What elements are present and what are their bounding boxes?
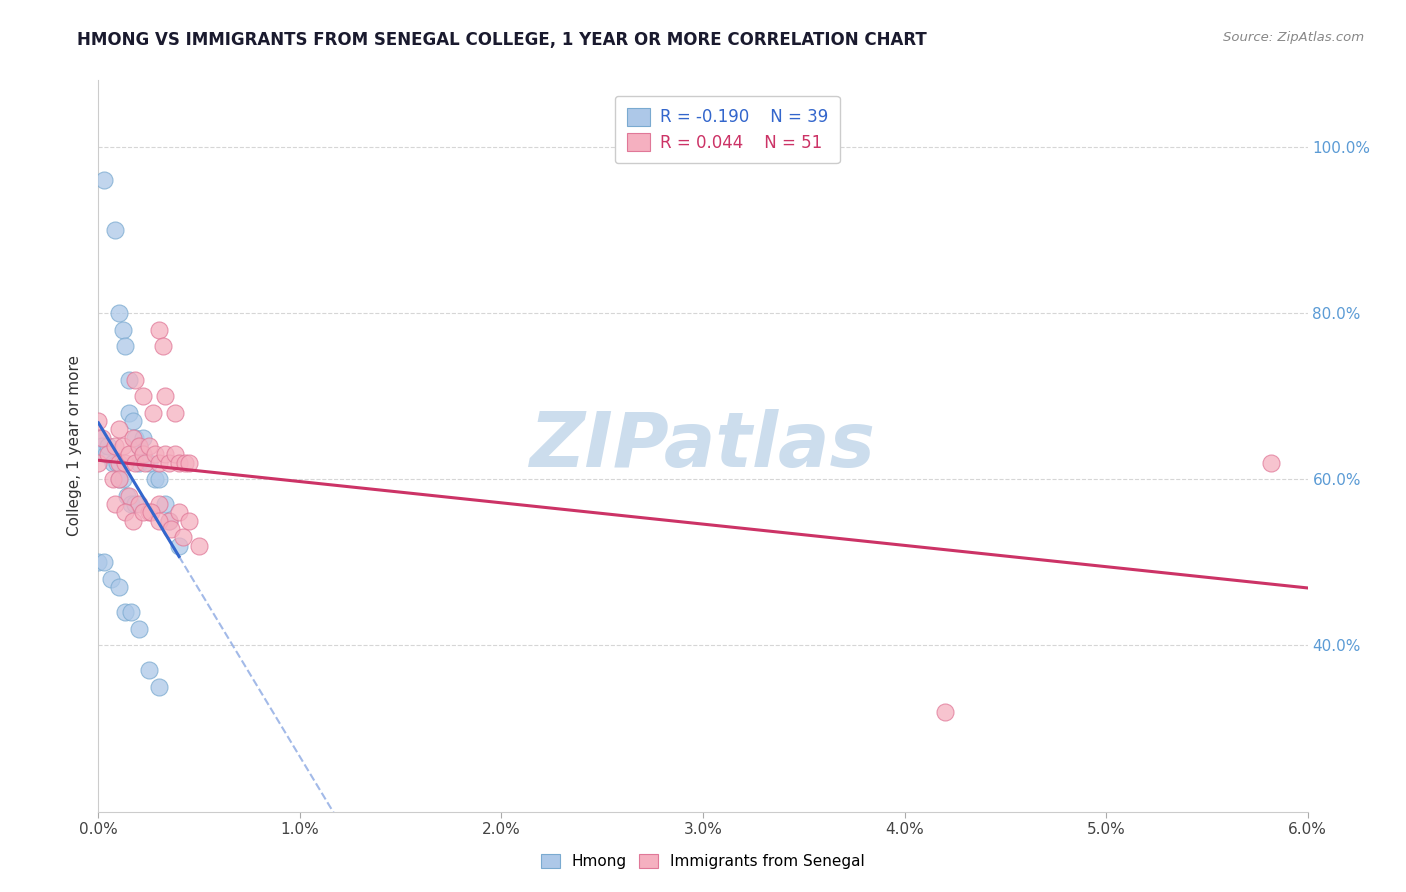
Point (115, 489, 138, 503)
Point (167, 456, 190, 470)
Point (138, 456, 160, 470)
Point (118, 489, 141, 503)
Point (153, 389, 176, 403)
Point (120, 497, 142, 511)
Point (153, 447, 176, 461)
Point (111, 472, 134, 486)
Point (87, 431, 110, 445)
Text: HMONG VS IMMIGRANTS FROM SENEGAL COLLEGE, 1 YEAR OR MORE CORRELATION CHART: HMONG VS IMMIGRANTS FROM SENEGAL COLLEGE… (77, 31, 927, 49)
Point (87, 414, 110, 428)
Point (118, 372, 141, 386)
Point (153, 497, 176, 511)
Point (124, 372, 146, 386)
Point (128, 622, 150, 636)
Point (148, 680, 170, 694)
Point (132, 389, 155, 403)
Text: ZIPatlas: ZIPatlas (530, 409, 876, 483)
Point (114, 506, 136, 520)
Point (97, 439, 120, 453)
Point (132, 431, 155, 445)
Point (105, 456, 128, 470)
Point (148, 497, 170, 511)
Y-axis label: College, 1 year or more: College, 1 year or more (67, 356, 83, 536)
Point (118, 406, 141, 420)
Point (148, 323, 170, 337)
Point (143, 447, 166, 461)
Point (132, 506, 155, 520)
Point (148, 456, 170, 470)
Point (121, 514, 143, 528)
Point (91, 431, 114, 445)
Point (143, 472, 166, 486)
Point (179, 514, 201, 528)
Point (1260, 456, 1282, 470)
Point (93, 555, 115, 569)
Point (111, 439, 134, 453)
Point (132, 447, 155, 461)
Point (91, 439, 114, 453)
Point (107, 306, 129, 320)
Point (174, 456, 197, 470)
Point (103, 439, 125, 453)
Point (157, 514, 180, 528)
Point (128, 439, 150, 453)
Point (107, 472, 129, 486)
Text: Source: ZipAtlas.com: Source: ZipAtlas.com (1223, 31, 1364, 45)
Point (157, 456, 180, 470)
Point (188, 539, 211, 553)
Point (132, 447, 155, 461)
Point (120, 605, 142, 619)
Point (87, 555, 110, 569)
Point (87, 456, 110, 470)
Legend: R = -0.190    N = 39, R = 0.044    N = 51: R = -0.190 N = 39, R = 0.044 N = 51 (614, 96, 839, 163)
Point (139, 506, 162, 520)
Point (107, 422, 129, 436)
Point (97, 447, 120, 461)
Point (93, 173, 115, 187)
Point (128, 439, 150, 453)
Point (128, 497, 150, 511)
Legend: Hmong, Immigrants from Senegal: Hmong, Immigrants from Senegal (536, 848, 870, 875)
Point (934, 705, 956, 719)
Point (101, 472, 124, 486)
Point (114, 605, 136, 619)
Point (124, 497, 146, 511)
Point (179, 456, 201, 470)
Point (148, 472, 170, 486)
Point (107, 580, 129, 594)
Point (100, 572, 122, 586)
Point (128, 456, 150, 470)
Point (163, 406, 186, 420)
Point (103, 223, 125, 237)
Point (163, 447, 186, 461)
Point (121, 414, 143, 428)
Point (124, 431, 146, 445)
Point (138, 439, 160, 453)
Point (138, 664, 160, 678)
Point (138, 506, 160, 520)
Point (103, 497, 125, 511)
Point (134, 456, 156, 470)
Point (118, 447, 141, 461)
Point (124, 456, 146, 470)
Point (148, 514, 170, 528)
Point (101, 456, 124, 470)
Point (114, 456, 136, 470)
Point (114, 339, 136, 353)
Point (142, 406, 165, 420)
Point (167, 539, 190, 553)
Point (121, 431, 143, 445)
Point (167, 506, 190, 520)
Point (172, 530, 194, 544)
Point (152, 339, 174, 353)
Point (96, 447, 118, 461)
Point (160, 522, 183, 536)
Point (107, 456, 129, 470)
Point (107, 472, 129, 486)
Point (157, 514, 180, 528)
Point (111, 323, 134, 337)
